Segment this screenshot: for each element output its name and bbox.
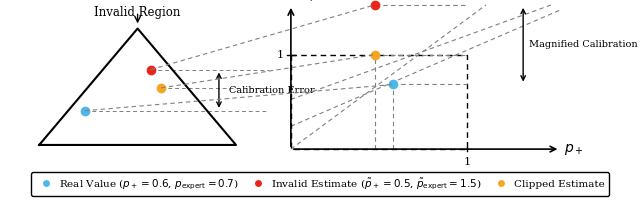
Text: Calibration Error: Calibration Error (230, 86, 315, 95)
Legend: Real Value ($p_+ = 0.6$, $p_{\mathrm{expert}} = 0.7$), Invalid Estimate ($\tilde: Real Value ($p_+ = 0.6$, $p_{\mathrm{exp… (31, 172, 609, 196)
Text: Magnified Calibration Error: Magnified Calibration Error (529, 40, 640, 49)
Text: $p_+$: $p_+$ (564, 142, 584, 157)
Text: Invalid Region: Invalid Region (95, 6, 180, 19)
Text: 1: 1 (464, 157, 471, 167)
Text: 1: 1 (276, 50, 284, 60)
Text: $p_{\mathrm{expert}}$: $p_{\mathrm{expert}}$ (291, 0, 329, 3)
